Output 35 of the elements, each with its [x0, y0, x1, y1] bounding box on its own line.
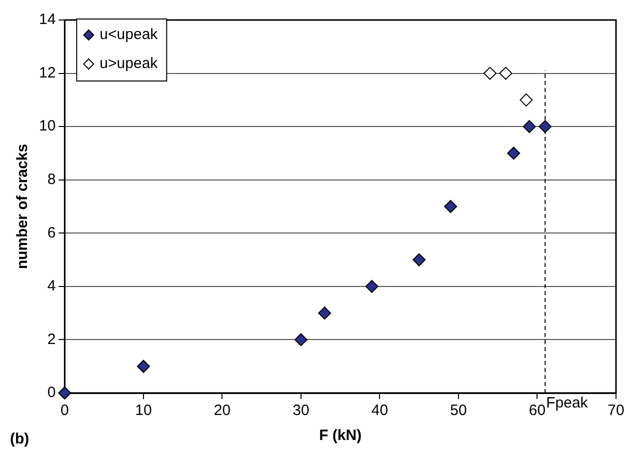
point: [136, 360, 150, 373]
x-tick-label: 40: [371, 402, 388, 420]
point: [294, 333, 308, 346]
point: [318, 306, 332, 320]
point: [499, 66, 512, 80]
y-tick-label: 10: [38, 118, 56, 135]
point: [520, 93, 533, 106]
x-tick-label: 50: [450, 402, 467, 420]
y-tick-label: 6: [47, 224, 56, 242]
point: [412, 253, 426, 266]
point: [483, 66, 496, 80]
point: [507, 146, 520, 160]
text: (b): [10, 430, 30, 448]
x-tick-label: 10: [135, 402, 152, 420]
ref-line-label: Fpeak: [546, 394, 588, 412]
point: [365, 280, 378, 293]
y-axis-title: number of cracks: [14, 144, 32, 270]
y-tick-label: 2: [47, 330, 56, 348]
y-tick-label: 14: [38, 11, 56, 28]
point: [522, 120, 536, 134]
point: [538, 120, 552, 134]
y-tick-label: 0: [47, 384, 56, 402]
point: [444, 200, 458, 213]
y-tick-label: 12: [38, 64, 56, 82]
x-tick-label: 60: [528, 402, 546, 420]
x-tick-label: 30: [292, 402, 310, 420]
legend-label: u>upeak: [100, 55, 158, 72]
y-tick-label: 8: [47, 171, 56, 188]
x-tick-label: 0: [60, 402, 69, 420]
x-tick-label: 70: [608, 402, 624, 420]
point: [58, 386, 72, 400]
legend-label: u<upeak: [100, 26, 158, 44]
x-axis-title: F (kN): [319, 427, 362, 444]
y-tick-label: 4: [47, 278, 56, 295]
x-tick-label: 20: [214, 402, 231, 420]
